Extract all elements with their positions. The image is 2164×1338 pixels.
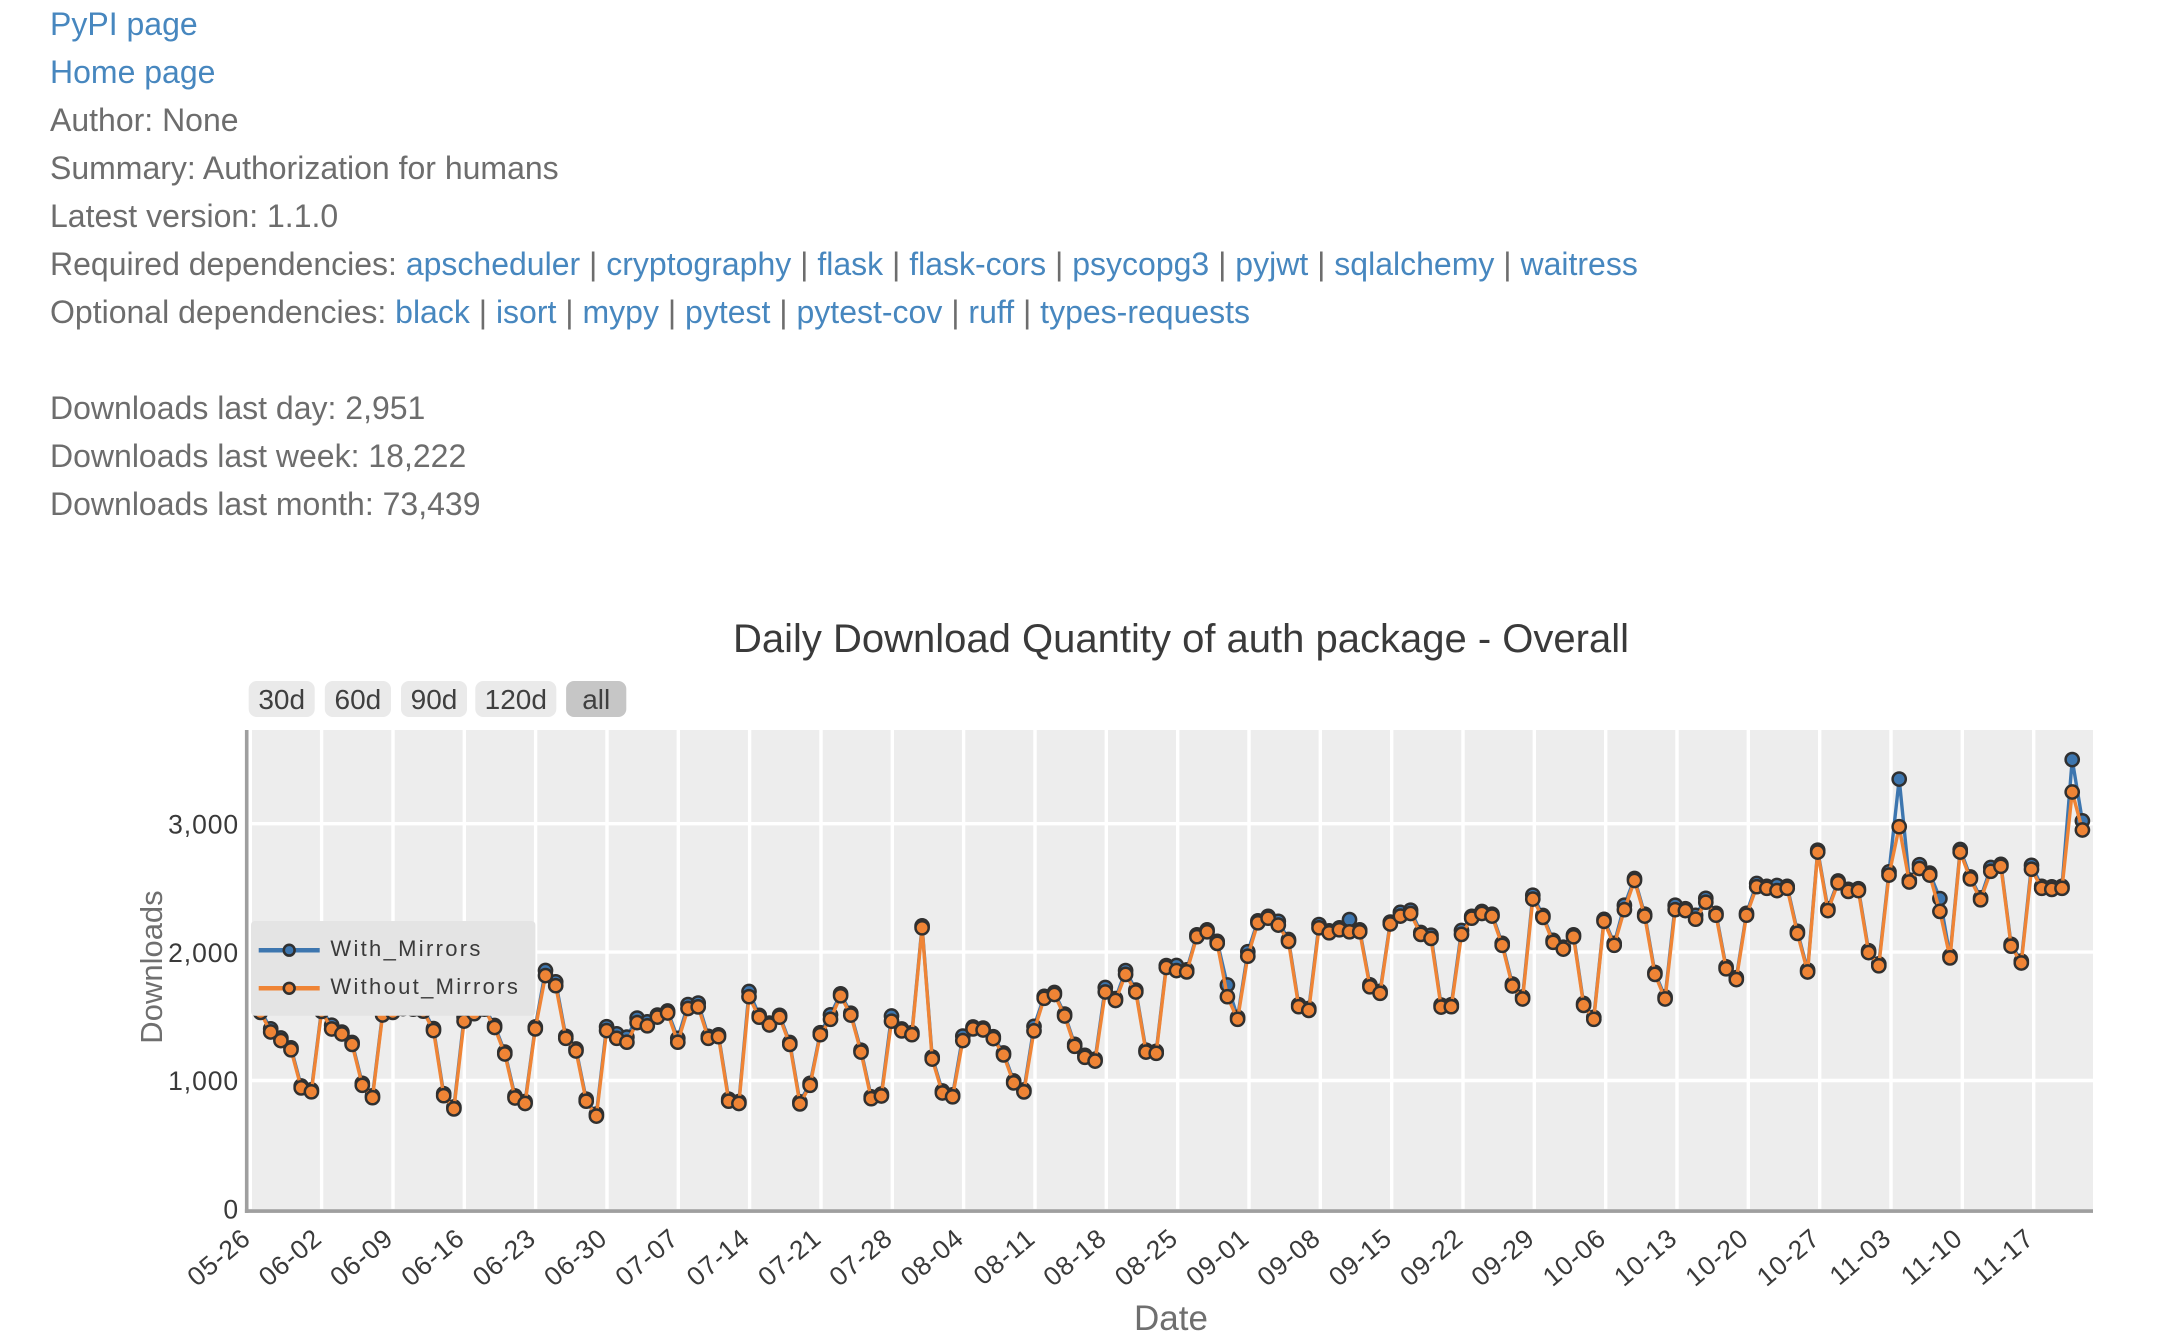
svg-text:06-02: 06-02: [253, 1223, 328, 1292]
svg-text:10-20: 10-20: [1680, 1223, 1755, 1292]
svg-text:Downloads: Downloads: [134, 890, 169, 1043]
svg-text:07-28: 07-28: [824, 1223, 899, 1292]
svg-text:08-18: 08-18: [1038, 1223, 1113, 1292]
svg-text:Date: Date: [1134, 1299, 1208, 1338]
svg-text:05-26: 05-26: [182, 1223, 257, 1292]
svg-text:06-30: 06-30: [538, 1223, 613, 1292]
svg-text:09-15: 09-15: [1323, 1223, 1398, 1292]
svg-text:Daily Download Quantity of aut: Daily Download Quantity of auth package …: [733, 617, 1629, 661]
svg-text:11-10: 11-10: [1895, 1223, 1968, 1291]
svg-text:09-22: 09-22: [1394, 1223, 1469, 1292]
svg-text:08-11: 08-11: [968, 1223, 1041, 1291]
svg-text:2,000: 2,000: [168, 938, 239, 968]
svg-text:06-09: 06-09: [324, 1223, 399, 1292]
svg-text:06-23: 06-23: [467, 1223, 542, 1292]
svg-text:11-03: 11-03: [1824, 1223, 1897, 1291]
svg-text:07-14: 07-14: [681, 1223, 756, 1292]
svg-text:06-16: 06-16: [396, 1223, 471, 1292]
svg-text:10-06: 10-06: [1537, 1223, 1612, 1292]
svg-text:1,000: 1,000: [168, 1066, 239, 1096]
svg-text:Without_Mirrors: Without_Mirrors: [330, 974, 520, 999]
svg-text:With_Mirrors: With_Mirrors: [330, 936, 482, 961]
svg-text:3,000: 3,000: [168, 809, 239, 839]
svg-text:08-25: 08-25: [1109, 1223, 1184, 1292]
svg-text:11-17: 11-17: [1966, 1223, 2039, 1291]
svg-text:all: all: [582, 684, 610, 715]
svg-text:10-13: 10-13: [1608, 1223, 1683, 1292]
svg-text:0: 0: [223, 1195, 239, 1225]
svg-text:09-08: 09-08: [1252, 1223, 1327, 1292]
svg-text:07-07: 07-07: [610, 1223, 685, 1292]
svg-text:120d: 120d: [485, 684, 547, 715]
svg-text:10-27: 10-27: [1751, 1223, 1826, 1292]
svg-text:07-21: 07-21: [752, 1223, 827, 1292]
svg-text:09-29: 09-29: [1466, 1223, 1541, 1292]
svg-text:30d: 30d: [258, 684, 305, 715]
svg-text:08-04: 08-04: [895, 1223, 970, 1292]
svg-text:90d: 90d: [411, 684, 458, 715]
svg-text:60d: 60d: [335, 684, 382, 715]
svg-text:09-01: 09-01: [1180, 1223, 1255, 1292]
